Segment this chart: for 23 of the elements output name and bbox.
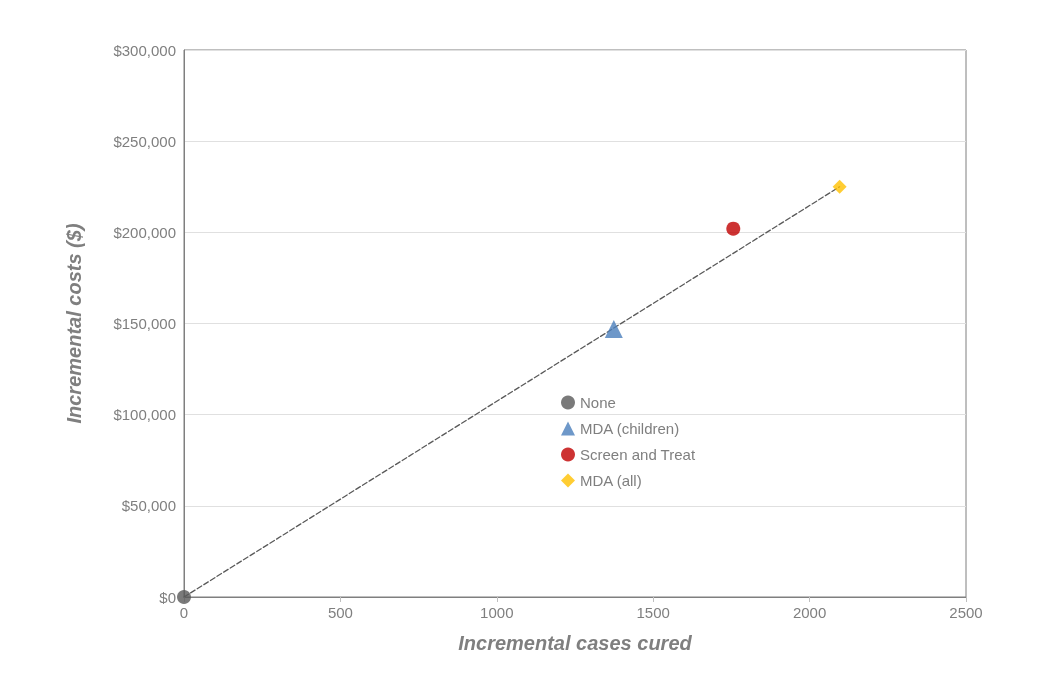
x-tick-label: 1500	[636, 604, 670, 621]
x-tick-label: 2000	[792, 604, 827, 621]
point	[177, 590, 191, 604]
legend-label: None	[580, 394, 616, 411]
x-tick-label: 1000	[480, 604, 514, 621]
y-tick-label: $250,000	[113, 132, 176, 150]
legend-label: Screen and Treat	[580, 446, 696, 463]
legend-label: MDA (all)	[580, 472, 642, 489]
point	[832, 179, 847, 194]
y-tick-label: $150,000	[113, 315, 176, 332]
point	[604, 319, 623, 338]
x-tick-label: 500	[327, 604, 353, 621]
y-tick-label: $300,000	[113, 41, 176, 59]
x-axis-title: Incremental cases cured	[458, 632, 693, 654]
point	[726, 221, 741, 236]
x-tick-label: 2500	[949, 604, 983, 621]
y-tick-label: $50,000	[121, 497, 176, 515]
y-tick-label: $100,000	[113, 406, 176, 424]
x-tick-label: 0	[179, 604, 189, 621]
y-axis-title: Incremental costs ($)	[63, 223, 85, 424]
y-tick-label: $200,000	[113, 223, 176, 241]
legend-label: MDA (children)	[580, 420, 680, 437]
y-tick-label: $0	[159, 588, 176, 606]
